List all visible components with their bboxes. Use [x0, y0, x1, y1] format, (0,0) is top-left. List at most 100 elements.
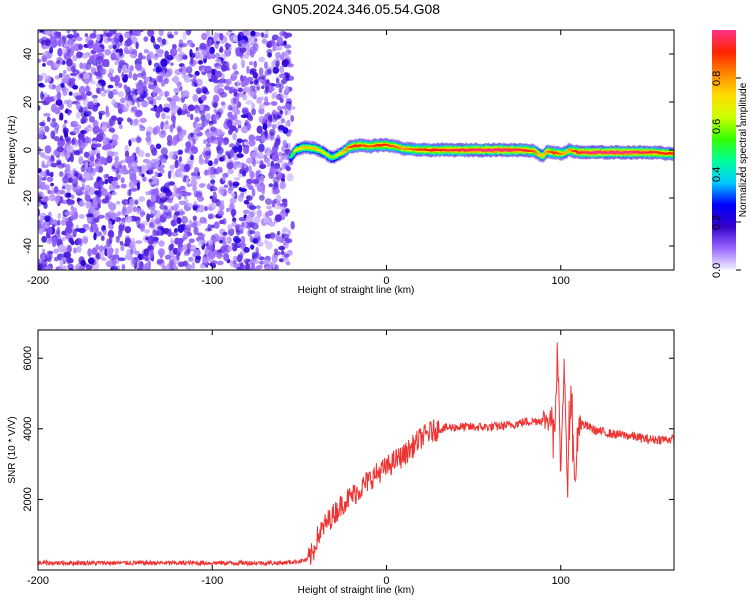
spectrogram-noise-cell — [77, 132, 85, 140]
spectrogram-noise-cell — [41, 248, 46, 254]
spectrogram-noise-cell — [240, 74, 244, 82]
spectrogram-noise-cell — [39, 171, 47, 176]
spectrogram-noise-cell — [119, 48, 123, 57]
spectrogram-noise-cell — [198, 183, 205, 189]
spectrogram-x-label: Height of straight line (km) — [298, 285, 415, 296]
spectrogram-noise-cell — [45, 265, 52, 270]
spectrogram-noise-cell — [243, 145, 250, 155]
spectrogram-noise-cell — [100, 80, 106, 87]
spectrogram-noise-cell — [272, 261, 276, 270]
spectrogram-noise-cell — [78, 141, 86, 150]
spectrogram-noise-cell — [81, 183, 85, 189]
spectrogram-noise-cell — [44, 221, 50, 230]
spectrogram-noise-cell — [72, 84, 78, 90]
spectrogram-noise-cell — [141, 173, 145, 178]
spectrogram-noise-cell — [93, 126, 100, 132]
spectrogram-noise-cell — [75, 237, 82, 245]
spectrogram-noise-cell — [237, 144, 243, 154]
spectrogram-noise-cell — [107, 37, 112, 42]
spectrogram-noise-cell — [237, 194, 244, 202]
spectrogram-noise-cell — [116, 201, 121, 205]
spectrogram-noise-cell — [43, 50, 51, 60]
spectrogram-noise-cell — [174, 159, 179, 169]
spectrogram-noise-cell — [177, 238, 184, 244]
spectrogram-noise-cell — [78, 265, 86, 270]
spectrogram-noise-cell — [224, 85, 231, 91]
spectrogram-noise-cell — [38, 258, 41, 266]
spectrogram-noise-cell — [69, 153, 74, 163]
spectrogram-noise-cell — [96, 33, 101, 42]
spectrogram-noise-cell — [271, 124, 277, 130]
spectrogram-noise-cell — [160, 147, 168, 156]
spectrogram-noise-cell — [195, 255, 202, 260]
spectrogram-noise-cell — [61, 237, 66, 242]
spectrogram-noise-cell — [216, 40, 220, 45]
spectrogram-noise-cell — [273, 142, 279, 148]
spectrogram-noise-cell — [46, 237, 52, 245]
spectrogram-noise-cell — [129, 173, 137, 182]
spectrogram-noise-cell — [59, 265, 64, 270]
spectrogram-noise-cell — [85, 62, 92, 70]
spectrogram-noise-cell — [97, 214, 105, 219]
spectrogram-noise-cell — [141, 99, 148, 108]
spectrogram-noise-cell — [213, 221, 220, 229]
spectrogram-noise-cell — [56, 91, 62, 100]
spectrogram-noise-cell — [242, 109, 249, 115]
spectrogram-noise-cell — [220, 73, 225, 80]
spectrogram-noise-cell — [233, 97, 237, 105]
spectrogram-noise-cell — [118, 124, 123, 130]
spectrogram-noise-cell — [175, 192, 180, 198]
spectrogram-noise-cell — [89, 265, 93, 270]
spectrogram-noise-cell — [73, 247, 77, 254]
spectrogram-noise-cell — [65, 192, 72, 198]
spectrogram-noise-cell — [108, 220, 112, 229]
spectrogram-noise-cell — [281, 198, 288, 203]
spectrogram-noise-cell — [115, 236, 120, 243]
spectrogram-noise-cell — [82, 224, 89, 229]
spectrogram-noise-cell — [91, 247, 98, 255]
spectrogram-noise-cell — [246, 178, 254, 184]
spectrogram-noise-cell — [169, 164, 175, 170]
spectrogram-signal-cell — [398, 146, 403, 149]
spectrogram-noise-cell — [176, 97, 181, 103]
spectrogram-noise-cell — [95, 166, 99, 172]
spectrogram-noise-cell — [204, 158, 209, 164]
spectrogram-noise-cell — [285, 85, 289, 94]
spectrogram-noise-cell — [271, 146, 277, 154]
spectrogram-noise-cell — [177, 224, 184, 233]
spectrogram-noise-cell — [257, 151, 264, 160]
spectrogram-noise-cell — [138, 196, 145, 202]
spectrogram-noise-cell — [47, 190, 52, 194]
spectrogram-noise-cell — [183, 232, 189, 240]
spectrogram-noise-cell — [64, 142, 70, 147]
spectrogram-noise-cell — [281, 233, 290, 239]
spectrogram-noise-cell — [52, 149, 60, 157]
spectrogram-noise-cell — [159, 90, 164, 97]
spectrogram-y-tick-label: 40 — [22, 48, 34, 60]
spectrogram-noise-cell — [144, 256, 149, 262]
spectrogram-noise-cell — [64, 136, 71, 142]
spectrogram-noise-cell — [114, 37, 120, 44]
spectrogram-noise-cell — [129, 241, 136, 248]
spectrogram-noise-cell — [41, 235, 48, 243]
spectrogram-noise-cell — [287, 119, 291, 127]
spectrogram-noise-cell — [102, 59, 110, 67]
spectrogram-noise-cell — [173, 87, 180, 93]
spectrogram-noise-cell — [131, 36, 138, 45]
spectrogram-noise-cell — [148, 221, 155, 229]
spectrogram-noise-cell — [290, 114, 295, 123]
spectrogram-noise-cell — [279, 181, 286, 190]
spectrogram-noise-cell — [240, 39, 247, 48]
spectrogram-x-ticks: -200 -100 0 100 — [27, 30, 570, 287]
spectrogram-noise-cell — [187, 203, 194, 208]
spectrogram-noise-cell — [213, 31, 218, 41]
spectrogram-noise-cell — [47, 227, 53, 235]
spectrogram-noise-cell — [148, 178, 153, 183]
spectrogram-noise-cell — [146, 96, 155, 101]
spectrogram-noise-cell — [272, 113, 277, 120]
spectrogram-noise-cell — [66, 99, 73, 108]
spectrogram-noise-cell — [158, 130, 167, 139]
spectrogram-noise-cell — [199, 216, 207, 224]
spectrogram-signal-cell — [291, 151, 296, 154]
spectrogram-noise-cell — [233, 35, 238, 42]
